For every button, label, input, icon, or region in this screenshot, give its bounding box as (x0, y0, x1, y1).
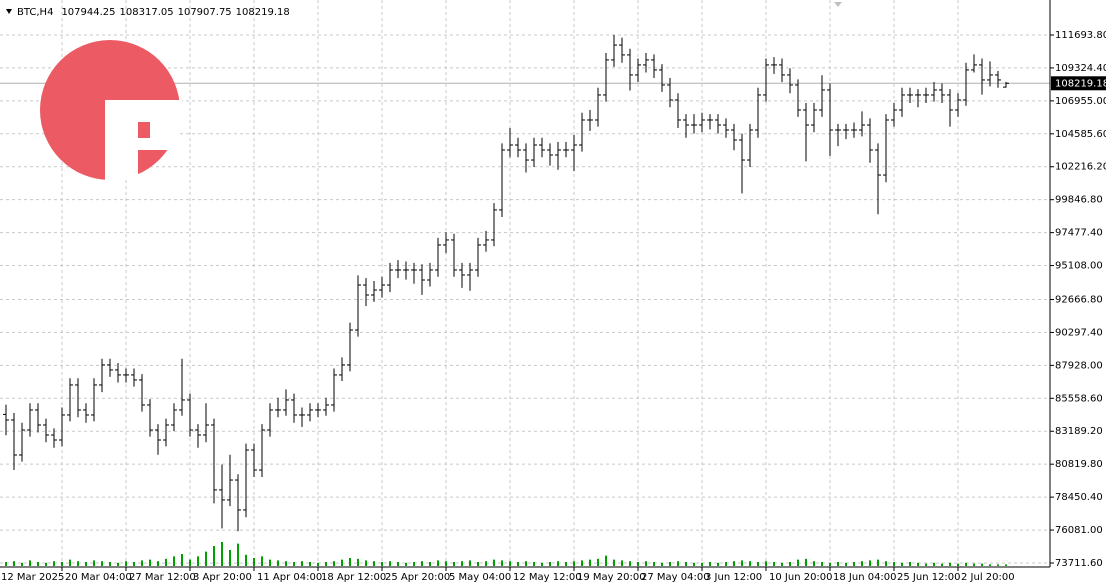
x-tick-label: 25 Apr 20:00 (385, 572, 450, 583)
header-high: 108317.05 (120, 7, 174, 18)
x-tick-label: 2 Jul 20:00 (961, 572, 1015, 583)
y-tick-label: 87928.00 (1055, 360, 1103, 371)
last-price-label: 108219.18 (1055, 78, 1106, 89)
last-price-tag (1051, 76, 1106, 91)
x-tick-label: 5 May 04:00 (449, 572, 511, 583)
y-tick-label: 102216.20 (1055, 162, 1106, 173)
x-tick-label: 12 May 12:00 (513, 572, 582, 583)
y-tick-label: 80819.80 (1055, 459, 1103, 470)
x-tick-label: 3 Apr 20:00 (193, 572, 252, 583)
y-tick-label: 95108.00 (1055, 261, 1103, 272)
y-tick-label: 111693.80 (1055, 30, 1106, 41)
y-tick-label: 78450.40 (1055, 492, 1103, 503)
logo-mark (105, 100, 182, 180)
y-tick-label: 109324.40 (1055, 63, 1106, 74)
y-tick-label: 85558.60 (1055, 393, 1103, 404)
x-tick-label: 27 Mar 12:00 (129, 572, 196, 583)
y-tick-label: 92666.80 (1055, 294, 1103, 305)
x-tick-label: 10 Jun 20:00 (769, 572, 833, 583)
chart-header: BTC,H4 107944.25 108317.05 107907.75 108219.… (17, 7, 290, 18)
y-tick-label: 99846.80 (1055, 195, 1103, 206)
x-tick-label: 27 May 04:00 (641, 572, 710, 583)
y-tick-label: 106955.00 (1055, 96, 1106, 107)
x-tick-label: 18 Apr 12:00 (321, 572, 386, 583)
header-open: 107944.25 (61, 7, 115, 18)
shift-marker (834, 2, 842, 7)
symbol: BTC,H4 (17, 7, 53, 18)
y-tick-label: 97477.40 (1055, 228, 1103, 239)
header-close: 108219.18 (236, 7, 290, 18)
header-low: 107907.75 (178, 7, 232, 18)
x-tick-label: 11 Apr 04:00 (257, 572, 322, 583)
y-tick-label: 83189.20 (1055, 426, 1103, 437)
x-tick-label: 12 Mar 2025 (1, 572, 64, 583)
x-tick-label: 19 May 20:00 (577, 572, 646, 583)
x-tick-label: 25 Jun 12:00 (897, 572, 961, 583)
symbol-menu-icon[interactable] (6, 9, 12, 14)
y-tick-label: 104585.60 (1055, 129, 1106, 140)
y-tick-label: 76081.00 (1055, 525, 1103, 536)
x-tick-label: 20 Mar 04:00 (65, 572, 132, 583)
x-tick-label: 18 Jun 04:00 (833, 572, 897, 583)
x-tick-label: 3 Jun 12:00 (705, 572, 762, 583)
y-tick-label: 90297.40 (1055, 327, 1103, 338)
y-tick-label: 73711.60 (1055, 558, 1103, 569)
logo (40, 40, 182, 180)
